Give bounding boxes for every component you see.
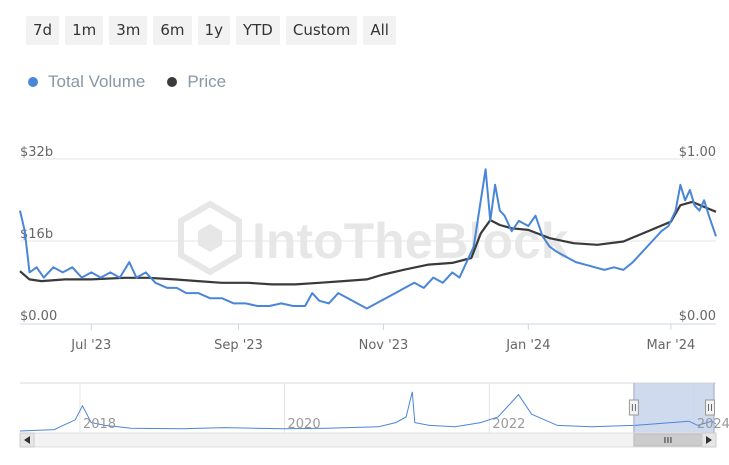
scrollbar-right-arrow[interactable] <box>701 432 717 448</box>
legend-dot-price <box>167 77 178 87</box>
navigator-handle-right[interactable] <box>705 399 715 416</box>
watermark-logo-icon <box>178 200 242 276</box>
x-tick-label: Nov '23 <box>359 338 409 353</box>
scrollbar[interactable] <box>19 432 717 448</box>
legend-dot-total-volume <box>28 77 38 87</box>
range-6m-button[interactable]: 6m <box>153 16 192 45</box>
range-all-button[interactable]: All <box>363 16 396 45</box>
navigator-year-label: 2020 <box>288 417 321 432</box>
arrow-right-icon <box>706 436 712 444</box>
y-left-tick-0: $0.00 <box>20 309 57 324</box>
scrollbar-track[interactable] <box>19 432 717 448</box>
range-3m-button[interactable]: 3m <box>109 16 148 45</box>
navigator-volume-line <box>19 391 717 432</box>
legend-item-total-volume[interactable]: Total Volume <box>28 72 145 92</box>
arrow-left-icon <box>24 436 30 444</box>
y-left-tick-32b: $32b <box>20 145 53 160</box>
legend-label-price: Price <box>187 72 227 91</box>
chart-legend: Total Volume Price <box>28 72 226 92</box>
range-custom-button[interactable]: Custom <box>285 16 358 45</box>
x-tick-label: Sep '23 <box>214 338 263 353</box>
range-1m-button[interactable]: 1m <box>65 16 104 45</box>
navigator-handle-left[interactable] <box>628 399 639 416</box>
y-right-tick-0: $0.00 <box>679 309 716 324</box>
navigator-year-label: 2024 <box>697 417 729 432</box>
legend-label-total-volume: Total Volume <box>48 72 146 91</box>
navigator-grid <box>79 383 695 433</box>
y-right-tick-1: $1.00 <box>679 145 716 160</box>
scrollbar-left-arrow[interactable] <box>19 432 35 448</box>
scrollbar-grip-icon <box>664 437 672 443</box>
series-line-price <box>19 200 717 286</box>
y-left-tick-16b: $16b <box>20 227 53 242</box>
x-tick-label: Mar '24 <box>646 338 695 353</box>
watermark: IntoTheBlock <box>178 200 569 276</box>
legend-item-price[interactable]: Price <box>167 72 226 92</box>
range-7d-button[interactable]: 7d <box>26 16 60 45</box>
x-tick-label: Jan '24 <box>505 338 550 353</box>
navigator-year-label: 2018 <box>83 417 116 432</box>
navigator-year-labels: 2018 2020 2022 2024 <box>83 417 729 432</box>
range-1y-button[interactable]: 1y <box>197 16 230 45</box>
x-axis-ticks: Jul '23 Sep '23 Nov '23 Jan '24 Mar '24 <box>70 324 695 353</box>
range-selector: 7d 1m 3m 6m 1y YTD Custom All <box>26 16 396 45</box>
series-line-total-volume <box>19 168 717 310</box>
range-ytd-button[interactable]: YTD <box>235 16 280 45</box>
series-layer <box>19 168 717 310</box>
navigator: 2018 2020 2022 2024 <box>19 382 729 433</box>
x-tick-label: Jul '23 <box>70 338 111 353</box>
navigator-year-label: 2022 <box>492 417 525 432</box>
